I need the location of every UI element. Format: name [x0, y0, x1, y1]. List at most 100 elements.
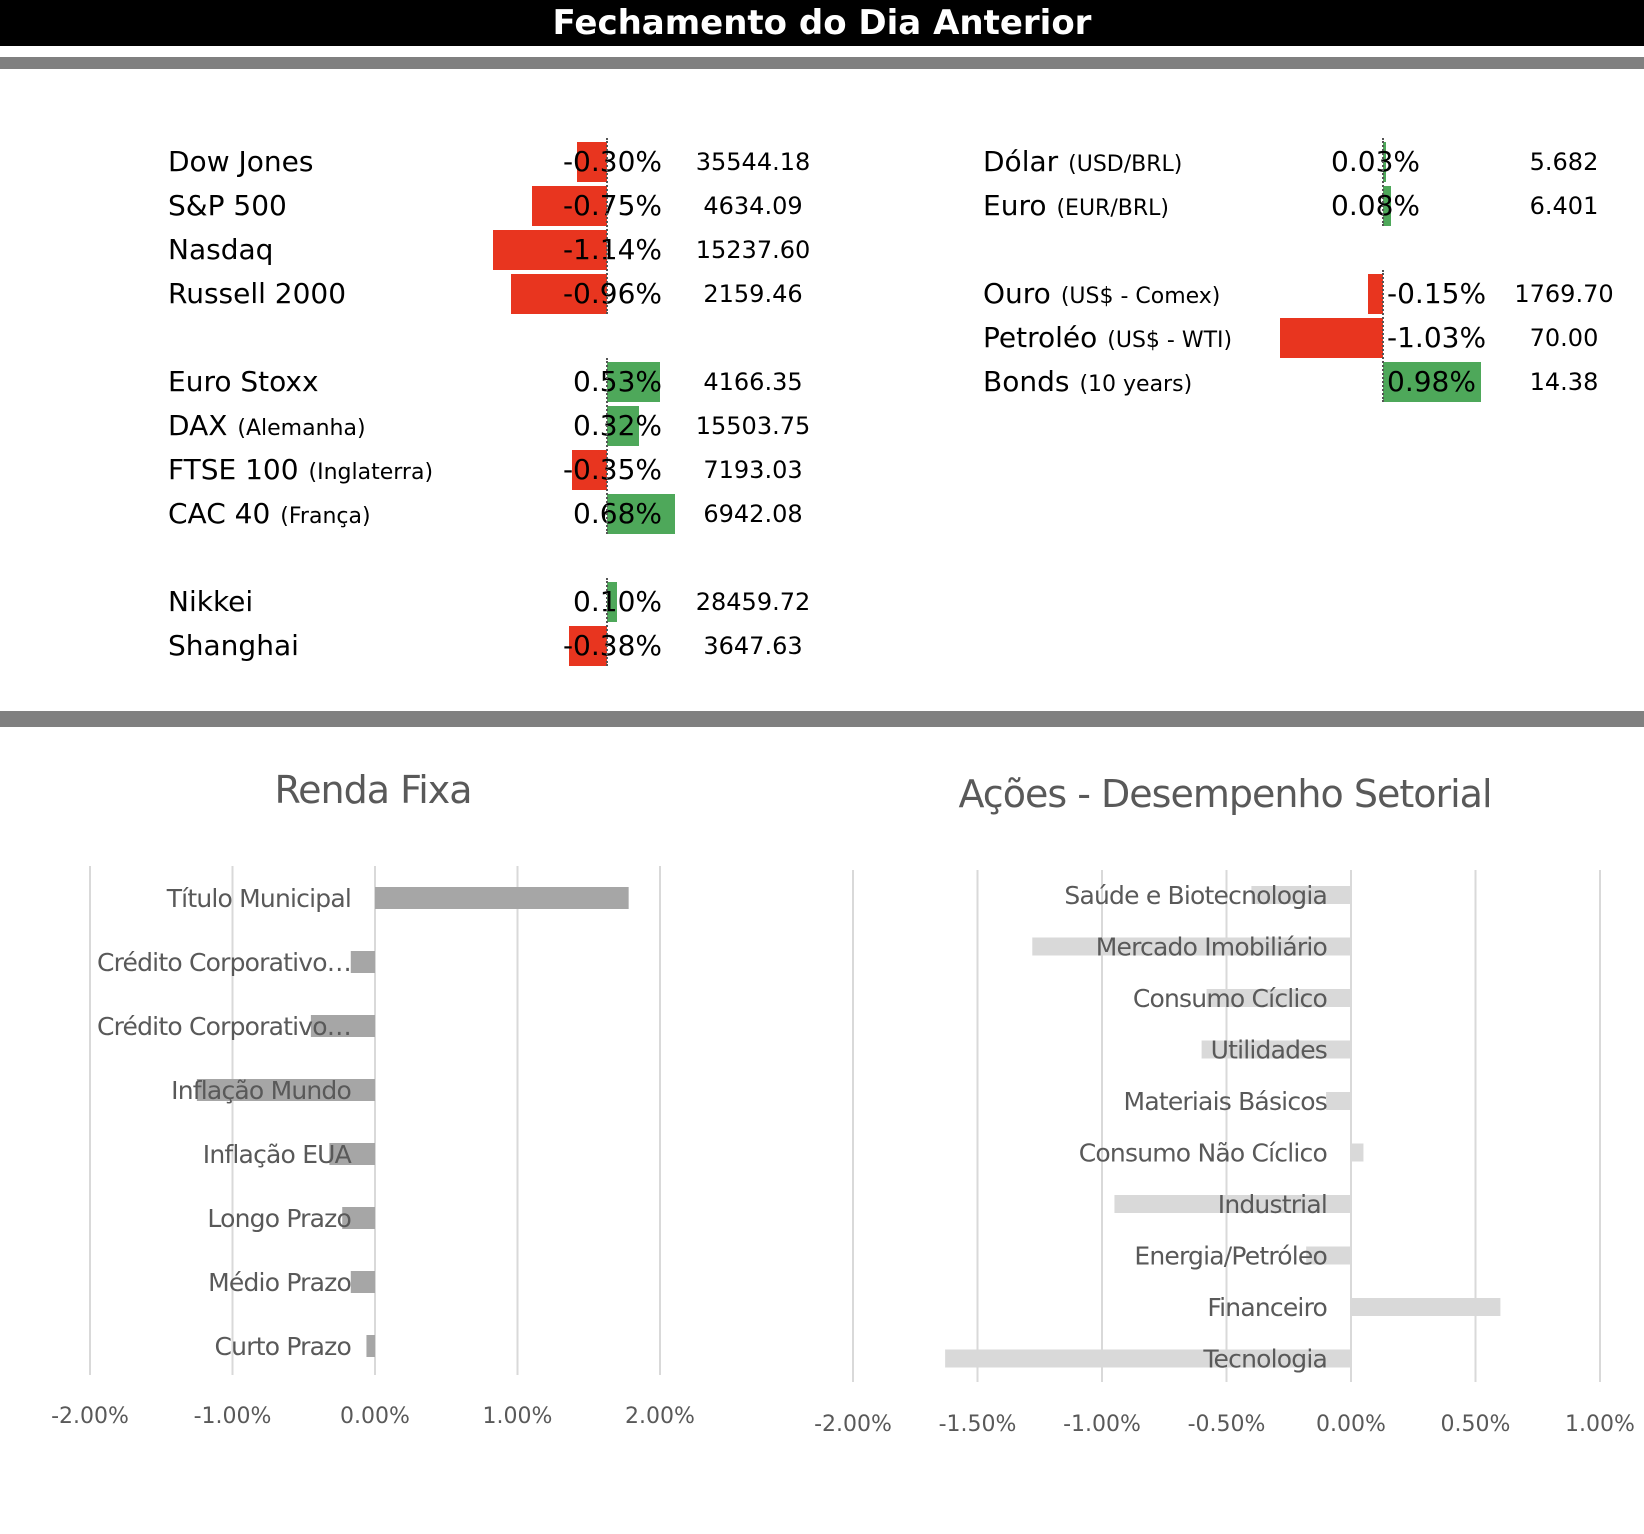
qualifier-text: (Alemanha)	[237, 416, 366, 441]
name-text: DAX	[168, 409, 228, 442]
change-percent: -0.75%	[562, 189, 662, 222]
change-percent: -1.14%	[562, 233, 662, 266]
change-percent: 0.53%	[573, 365, 662, 398]
close-value: 4166.35	[703, 368, 803, 396]
bar	[310, 1015, 375, 1037]
close-value: 5.682	[1529, 148, 1599, 176]
page-header: Fechamento do Dia Anterior	[0, 0, 1644, 46]
row-name: Dólar (USD/BRL)	[983, 142, 1182, 185]
row-name: CAC 40 (França)	[168, 494, 371, 537]
change-percent: -0.30%	[562, 145, 662, 178]
x-tick-label: 0.00%	[340, 1404, 410, 1429]
row-name: Dow Jones	[168, 142, 313, 182]
chart-title: Renda Fixa	[274, 768, 471, 812]
x-tick-label: -2.00%	[51, 1404, 129, 1429]
qualifier-text: (França)	[280, 504, 371, 529]
name-text: Dow Jones	[168, 145, 314, 178]
category-label: Consumo Cíclico	[1133, 984, 1327, 1013]
category-label: Utilidades	[1211, 1036, 1327, 1065]
change-bar	[1280, 318, 1383, 358]
close-value: 7193.03	[703, 456, 803, 484]
name-text: Euro Stoxx	[168, 365, 319, 398]
zero-axis-line	[606, 138, 608, 314]
qualifier-text: (Inglaterra)	[308, 460, 434, 485]
category-label: Tecnologia	[1202, 1345, 1327, 1374]
change-bar	[607, 406, 639, 446]
bar	[329, 1143, 375, 1165]
chart-title: Ações - Desempenho Setorial	[958, 772, 1491, 816]
change-percent: -0.96%	[562, 277, 662, 310]
close-value: 3647.63	[703, 632, 803, 660]
bar	[1206, 989, 1351, 1007]
category-label: Título Municipal	[166, 884, 351, 913]
row-name: Russell 2000	[168, 274, 346, 314]
category-label: Inflação Mundo	[171, 1076, 351, 1105]
x-tick-label: 0.50%	[1441, 1412, 1511, 1437]
change-bar	[607, 582, 617, 622]
bar	[350, 1271, 375, 1293]
category-label: Materiais Básicos	[1124, 1087, 1327, 1116]
middle-divider	[0, 711, 1644, 727]
close-value: 4634.09	[703, 192, 803, 220]
change-percent: 0.10%	[573, 585, 662, 618]
close-value: 6.401	[1529, 192, 1599, 220]
zero-axis-line	[606, 358, 608, 534]
bar	[1114, 1195, 1351, 1213]
category-label: Curto Prazo	[215, 1332, 351, 1361]
name-text: Nasdaq	[168, 233, 274, 266]
name-text: Nikkei	[168, 585, 254, 618]
bar	[375, 887, 629, 909]
change-bar	[511, 274, 607, 314]
change-bar	[1383, 362, 1481, 402]
category-label: Crédito Corporativo…	[97, 1012, 351, 1041]
change-percent: 0.32%	[573, 409, 662, 442]
category-label: Longo Prazo	[207, 1204, 351, 1233]
x-tick-label: 1.00%	[483, 1404, 553, 1429]
change-bar	[1368, 274, 1383, 314]
close-value: 15237.60	[695, 236, 811, 264]
bar	[196, 1079, 375, 1101]
change-bar	[493, 230, 607, 270]
row-name: Euro (EUR/BRL)	[983, 186, 1169, 229]
renda-fixa-chart: Renda Fixa -2.00% -1.00% 0.00% 1.00% 2.00% Tít…	[51, 768, 695, 1429]
zero-axis-line	[606, 578, 608, 666]
category-label: Crédito Corporativo…	[97, 948, 351, 977]
name-text: Russell 2000	[168, 277, 347, 310]
name-text: Ouro	[983, 277, 1051, 310]
category-label: Energia/Petróleo	[1134, 1242, 1327, 1271]
bar	[342, 1207, 375, 1229]
row-name: DAX (Alemanha)	[168, 406, 366, 449]
x-tick-label: 2.00%	[625, 1404, 695, 1429]
row-name: Petroléo (US$ - WTI)	[983, 318, 1232, 361]
close-value: 1769.70	[1514, 280, 1614, 308]
zero-axis-line	[1382, 138, 1384, 226]
qualifier-text: (EUR/BRL)	[1056, 196, 1169, 221]
change-percent: -0.15%	[1387, 277, 1487, 310]
bar	[1201, 1040, 1351, 1059]
x-tick-label: -1.00%	[194, 1404, 272, 1429]
category-label: Inflação EUA	[203, 1140, 352, 1169]
change-bar	[1383, 186, 1391, 226]
bar	[1326, 1092, 1351, 1110]
close-value: 6942.08	[703, 500, 803, 528]
change-percent: -1.03%	[1387, 321, 1487, 354]
name-text: Bonds	[983, 365, 1070, 398]
x-tick-label: -2.00%	[814, 1412, 892, 1437]
bar	[1306, 1246, 1351, 1265]
x-tick-label: -1.50%	[939, 1412, 1017, 1437]
row-name: Nikkei	[168, 582, 253, 622]
name-text: Petroléo	[983, 321, 1098, 354]
change-bar	[569, 626, 607, 666]
name-text: Shanghai	[168, 629, 299, 662]
category-label: Médio Prazo	[208, 1268, 351, 1297]
close-value: 14.38	[1529, 368, 1599, 396]
close-value: 70.00	[1529, 324, 1599, 352]
qualifier-text: (US$ - WTI)	[1107, 328, 1233, 353]
x-tick-label: -0.50%	[1188, 1412, 1266, 1437]
qualifier-text: (10 years)	[1079, 372, 1193, 397]
category-label: Mercado Imobiliário	[1096, 933, 1327, 962]
x-tick-label: 1.00%	[1565, 1412, 1635, 1437]
bar	[366, 1335, 375, 1357]
change-bar	[532, 186, 607, 226]
qualifier-text: (USD/BRL)	[1068, 152, 1183, 177]
